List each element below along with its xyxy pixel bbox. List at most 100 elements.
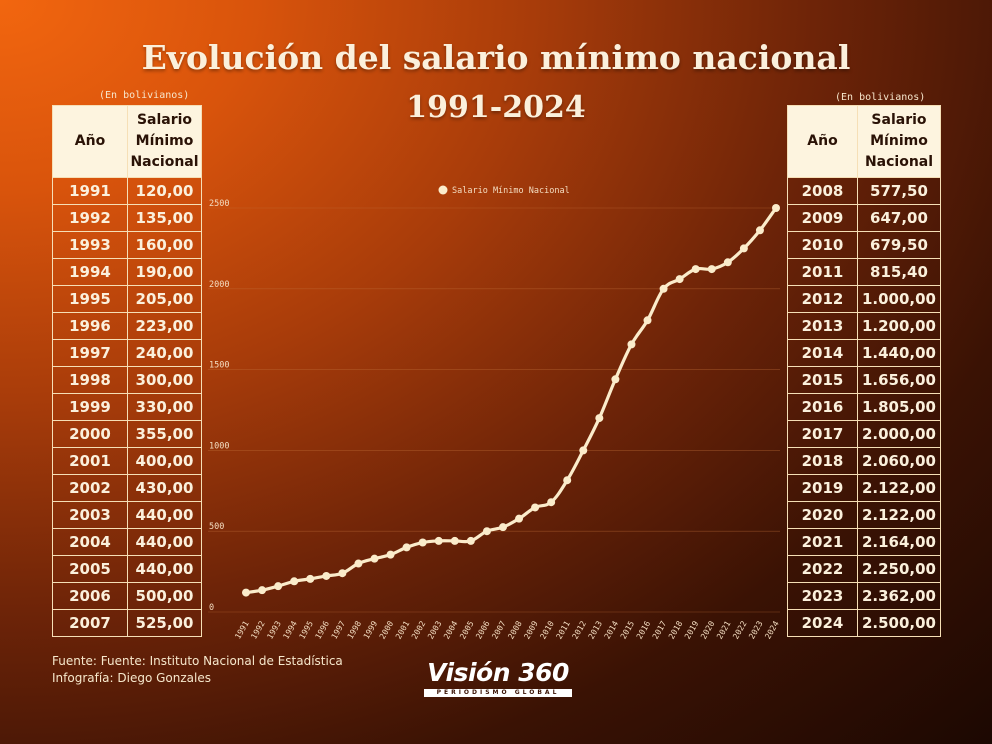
y-tick-label: 2000	[209, 280, 229, 290]
x-tick-label: 2018	[667, 619, 685, 640]
table-row: 1999 330,00	[52, 393, 202, 421]
table-row: 1996 223,00	[52, 312, 202, 340]
legend-marker	[438, 185, 448, 195]
data-point-1998	[354, 559, 363, 568]
table-row: 2015 1.656,00	[787, 366, 942, 394]
data-point-2005	[466, 536, 475, 545]
cell-salary: 430,00	[127, 474, 202, 502]
x-tick-label: 2001	[394, 619, 412, 640]
y-tick-label: 1000	[209, 441, 229, 451]
cell-year: 1999	[52, 393, 128, 421]
cell-salary: 577,50	[856, 177, 942, 205]
cell-salary: 440,00	[127, 528, 202, 556]
table-row: 2011 815,40	[787, 258, 942, 286]
data-point-2016	[643, 316, 652, 325]
x-tick-label: 2000	[378, 619, 396, 640]
x-tick-label: 1996	[314, 619, 332, 640]
cell-salary: 1.440,00	[856, 339, 942, 367]
table-row: 2003 440,00	[52, 501, 202, 529]
cell-year: 2001	[52, 447, 128, 475]
chart-data-points	[242, 204, 780, 597]
cell-salary: 2.060,00	[856, 447, 942, 475]
x-tick-label: 2023	[747, 619, 765, 640]
table-row: 2002 430,00	[52, 474, 202, 502]
cell-year: 1992	[52, 204, 128, 232]
x-tick-label: 2006	[474, 619, 492, 640]
y-tick-label: 0	[209, 603, 214, 613]
data-point-1994	[290, 577, 299, 586]
left-table-unit-label: (En bolivianos)	[99, 90, 190, 101]
table-row: 1994 190,00	[52, 258, 202, 286]
logo-wordmark: Visión 360	[427, 658, 569, 687]
cell-salary: 647,00	[856, 204, 942, 232]
data-point-2002	[418, 538, 427, 547]
data-point-2015	[627, 340, 636, 349]
x-tick-label: 2007	[490, 619, 508, 640]
cell-year: 2022	[787, 555, 858, 583]
salary-table-right-body: 2008 577,50 2009 647,00 2010 679,50 2011 815,40…	[787, 177, 942, 637]
table-row: 2013 1.200,00	[787, 312, 942, 340]
cell-year: 2024	[787, 609, 858, 637]
cell-year: 2003	[52, 501, 128, 529]
table-row: 2012 1.000,00	[787, 285, 942, 313]
cell-year: 2012	[787, 285, 858, 313]
legend-label: Salario Mínimo Nacional	[452, 186, 570, 196]
series-line-salario	[244, 206, 778, 595]
x-tick-label: 2002	[410, 619, 428, 640]
x-tick-label: 2019	[683, 619, 701, 640]
x-tick-label: 2008	[506, 619, 524, 640]
data-point-2011	[563, 476, 572, 485]
cell-year: 2005	[52, 555, 128, 583]
data-point-2004	[450, 536, 459, 545]
cell-year: 2015	[787, 366, 858, 394]
data-point-2013	[595, 414, 604, 423]
cell-year: 1996	[52, 312, 128, 340]
y-tick-label: 2500	[209, 199, 229, 209]
column-header-year: Año	[52, 105, 128, 178]
cell-year: 2000	[52, 420, 128, 448]
data-point-2010	[547, 498, 556, 507]
data-point-2001	[402, 543, 411, 552]
chart-y-ticks: 0 500 1000 1500 2000 2500	[209, 199, 229, 613]
cell-salary: 2.500,00	[856, 609, 942, 637]
data-point-2008	[515, 514, 524, 523]
column-header-salary: Salario Mínimo Nacional	[127, 105, 202, 178]
x-tick-label: 2005	[458, 619, 476, 640]
cell-year: 2006	[52, 582, 128, 610]
table-row: 2006 500,00	[52, 582, 202, 610]
column-header-salary-line3: Nacional	[130, 154, 199, 170]
table-row: 1991 120,00	[52, 177, 202, 205]
cell-salary: 2.362,00	[856, 582, 942, 610]
cell-year: 2013	[787, 312, 858, 340]
data-point-2020	[707, 265, 716, 274]
data-point-1996	[322, 571, 331, 580]
x-tick-label: 2021	[715, 619, 733, 640]
cell-year: 1994	[52, 258, 128, 286]
cell-year: 2002	[52, 474, 128, 502]
cell-year: 2008	[787, 177, 858, 205]
data-point-2012	[579, 446, 588, 455]
table-row: 1998 300,00	[52, 366, 202, 394]
cell-year: 2014	[787, 339, 858, 367]
cell-salary: 330,00	[127, 393, 202, 421]
data-point-2006	[482, 527, 491, 536]
cell-salary: 240,00	[127, 339, 202, 367]
table-row: 2018 2.060,00	[787, 447, 942, 475]
data-point-2014	[611, 375, 620, 384]
column-header-salary-line3: Nacional	[864, 154, 934, 170]
data-point-1991	[242, 588, 250, 597]
table-row: 2005 440,00	[52, 555, 202, 583]
cell-salary: 300,00	[127, 366, 202, 394]
x-tick-label: 2011	[555, 619, 573, 640]
column-header-year: Año	[787, 105, 858, 178]
x-tick-label: 2009	[522, 619, 540, 640]
x-tick-label: 2016	[635, 619, 653, 640]
x-tick-label: 2012	[571, 619, 589, 640]
cell-salary: 2.000,00	[856, 420, 942, 448]
cell-year: 2017	[787, 420, 858, 448]
table-row: 2004 440,00	[52, 528, 202, 556]
x-tick-label: 2020	[699, 619, 717, 640]
table-row: 1995 205,00	[52, 285, 202, 313]
cell-salary: 500,00	[127, 582, 202, 610]
